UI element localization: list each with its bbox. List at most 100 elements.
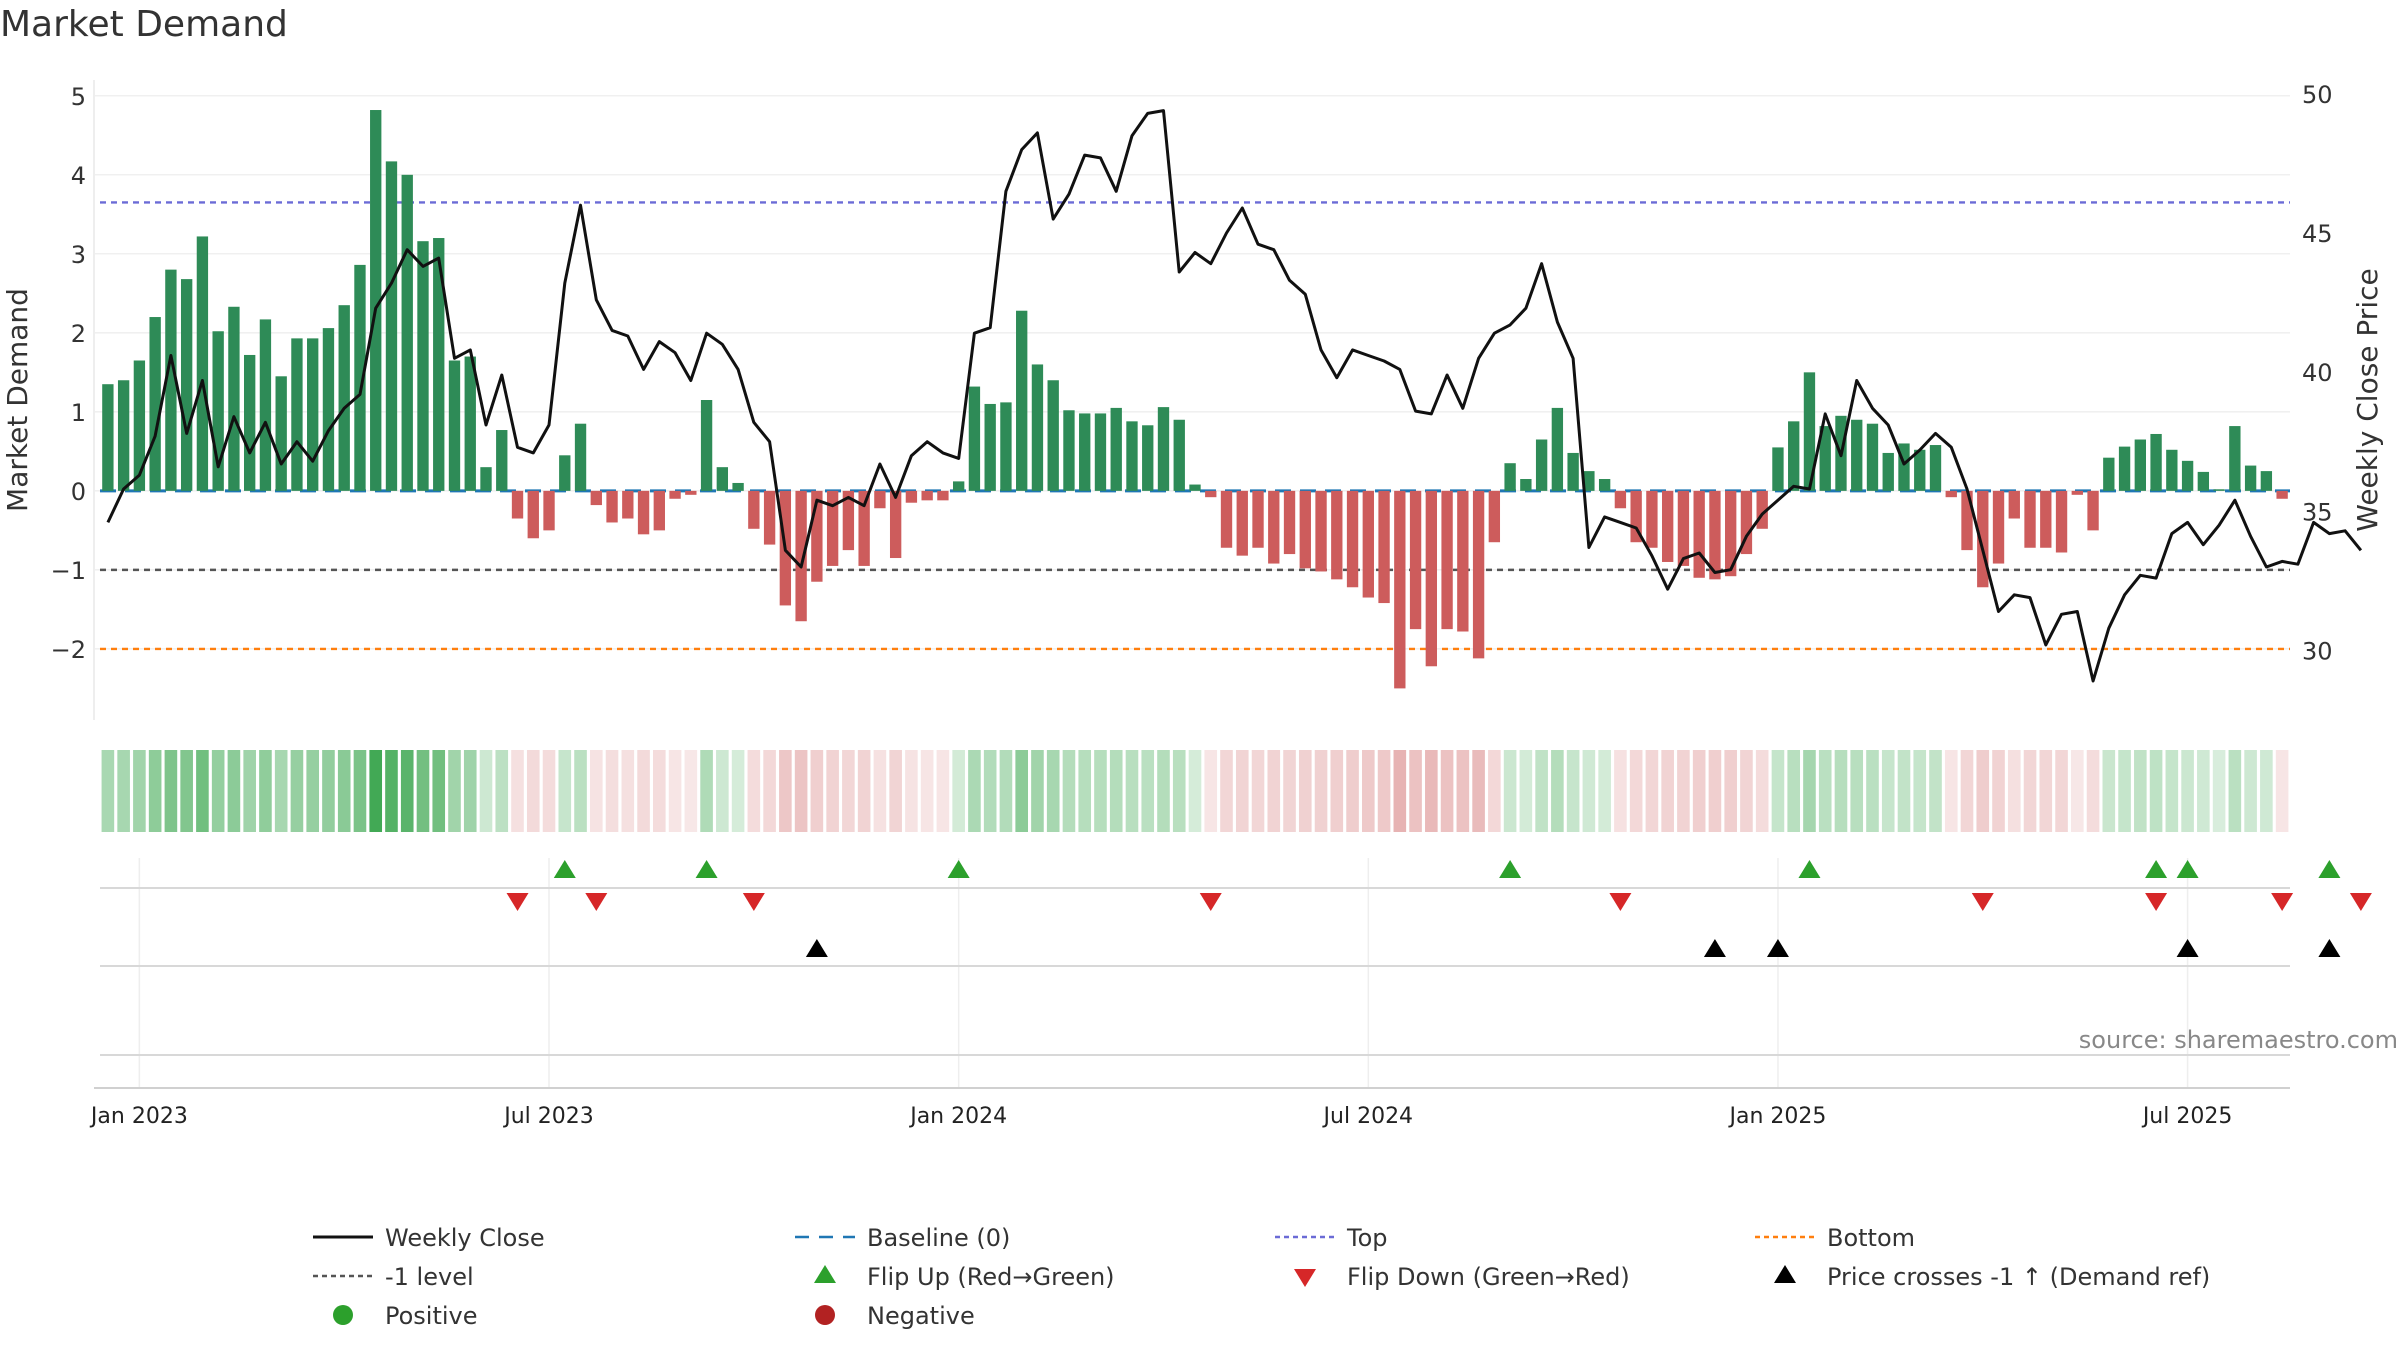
demand-bar	[133, 360, 146, 491]
demand-bar	[1535, 439, 1548, 491]
strip-cell	[337, 750, 351, 832]
demand-bar	[496, 430, 508, 491]
strip-cell	[1803, 750, 1816, 832]
demand-bar	[2040, 490, 2052, 548]
demand-bar	[1126, 421, 1138, 491]
strip-cell	[117, 750, 130, 832]
x-tick-label: Jan 2023	[89, 1104, 188, 1129]
strip-cell	[448, 750, 461, 832]
flip-down-marker	[506, 893, 529, 911]
demand-bars	[102, 110, 2288, 689]
strip-cell	[1708, 750, 1722, 832]
strip-cell	[983, 750, 997, 832]
strip-cell	[259, 750, 272, 832]
strip-cell	[1944, 750, 1958, 832]
x-tick-label: Jan 2024	[908, 1104, 1007, 1129]
strip-cell	[1172, 750, 1186, 832]
strip-cell	[1614, 750, 1627, 832]
x-tick-label: Jul 2025	[2141, 1104, 2233, 1129]
demand-bar	[2118, 446, 2131, 491]
strip-cell	[1535, 750, 1548, 832]
flipdown-legend-label: Flip Down (Green→Red)	[1347, 1263, 1630, 1291]
strip-cell	[1881, 750, 1895, 832]
demand-bar	[2071, 490, 2083, 495]
strip-cell	[542, 750, 556, 832]
demand-bar	[1472, 490, 1485, 659]
demand-bar	[212, 331, 224, 491]
strip-cell	[369, 750, 383, 832]
demand-bar	[937, 490, 949, 501]
demand-bar	[1000, 402, 1012, 491]
strip-cell	[2055, 750, 2068, 832]
demand-bar	[2024, 490, 2036, 548]
demand-bar	[322, 328, 335, 491]
demand-bar	[1063, 410, 1075, 491]
strip-cell	[1078, 750, 1092, 832]
demand-bar	[1315, 490, 1327, 572]
demand-bar	[795, 490, 807, 622]
legend: Weekly Close Baseline (0) Top Bottom -1 leve…	[313, 1224, 2210, 1330]
strip-cell	[148, 750, 162, 832]
demand-bar	[2229, 426, 2241, 491]
strip-cell	[495, 750, 509, 832]
demand-bar	[606, 490, 618, 523]
strip-cell	[180, 750, 193, 832]
demand-bar	[165, 269, 177, 491]
strip-cell	[999, 750, 1013, 832]
strip-cell	[2197, 750, 2210, 832]
strip-cell	[353, 750, 367, 832]
demand-bar	[1725, 490, 1737, 577]
demand-bar	[1851, 419, 1863, 491]
demand-bar	[748, 490, 760, 529]
right-tick-label: 30	[2302, 637, 2333, 665]
strip-cell	[1724, 750, 1737, 832]
demand-bar	[338, 305, 350, 491]
strip-cell	[1551, 750, 1564, 832]
strip-cell	[779, 750, 792, 832]
demand-bar	[1016, 310, 1028, 491]
demand-bar	[1142, 425, 1154, 491]
demand-bar	[117, 380, 130, 491]
demand-bar	[2276, 490, 2288, 499]
grid-lines	[93, 80, 2290, 1088]
strip-cell	[1818, 750, 1832, 832]
strip-cell	[1204, 750, 1218, 832]
demand-bar	[464, 356, 476, 491]
demand-bar	[1362, 490, 1374, 598]
weekly-close-series	[106, 109, 2363, 683]
flipup-legend-swatch	[814, 1265, 836, 1283]
strip-cell	[1755, 750, 1769, 832]
price-cross-marker	[2318, 939, 2341, 957]
strip-cell	[2149, 750, 2163, 832]
flip-down-marker	[1971, 893, 1994, 911]
flip-down-marker	[742, 893, 765, 911]
strip-cell	[2212, 750, 2226, 832]
demand-bar	[1283, 490, 1296, 555]
pricecross-legend-swatch	[1774, 1265, 1796, 1283]
strip-cell	[684, 750, 698, 832]
bottom-legend-label: Bottom	[1827, 1224, 1915, 1252]
price-cross-marker	[2176, 939, 2199, 957]
strip-cell	[1157, 750, 1170, 832]
left-tick-label: 0	[71, 478, 86, 506]
negative-legend-swatch	[815, 1305, 835, 1325]
demand-bar	[1630, 490, 1642, 543]
strip-cell	[842, 750, 855, 832]
strip-cell	[133, 750, 146, 832]
demand-bar	[180, 279, 193, 491]
strip-cell	[479, 750, 493, 832]
x-tick-label: Jan 2025	[1727, 1104, 1826, 1129]
strip-cell	[1897, 750, 1911, 832]
demand-bar	[842, 490, 855, 551]
demand-bar	[811, 490, 823, 582]
price-cross-marker	[1703, 939, 1726, 957]
strip-cell	[1850, 750, 1864, 832]
demand-bar	[2055, 490, 2068, 553]
demand-heat-strip	[101, 750, 2289, 832]
strip-cell	[196, 750, 209, 832]
strip-cell	[920, 750, 934, 832]
pricecross-legend-label: Price crosses -1 ↑ (Demand ref)	[1827, 1263, 2210, 1291]
demand-bar	[244, 354, 256, 491]
demand-bar	[1977, 490, 1989, 588]
demand-bar	[2103, 457, 2115, 491]
